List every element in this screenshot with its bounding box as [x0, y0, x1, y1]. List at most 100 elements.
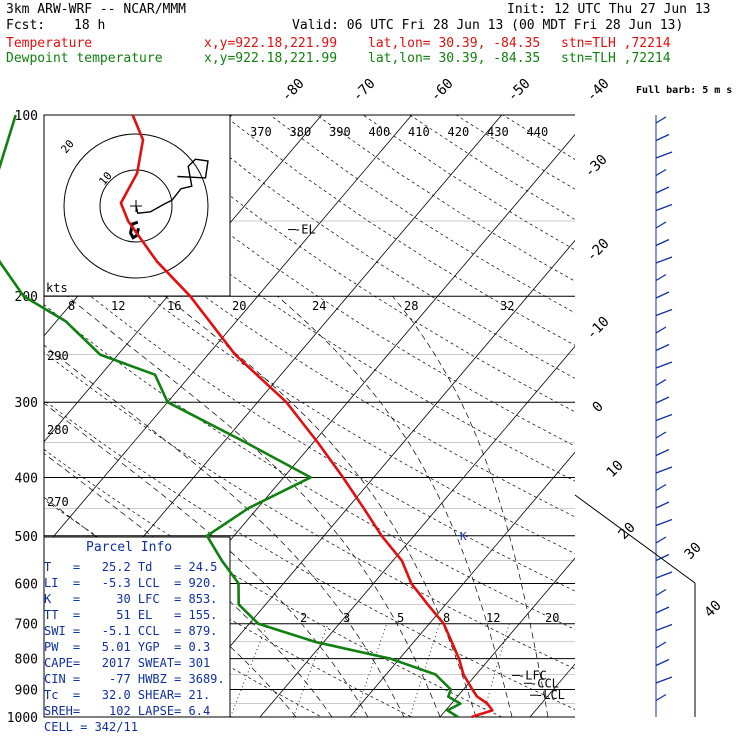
- wind-barb: [655, 518, 673, 527]
- isotherm-label: -50: [505, 76, 534, 105]
- pressure-tick-label: 100: [15, 109, 38, 124]
- hodograph-speed-label: 12: [111, 299, 125, 313]
- wind-barb: [655, 203, 673, 212]
- theta-label: 430: [487, 125, 509, 139]
- pressure-tick-label: 600: [15, 577, 38, 592]
- valid-time: Valid: 06 UTC Fri 28 Jun 13 (00 MDT Fri …: [292, 18, 684, 33]
- hodograph-unit: kts: [46, 281, 68, 295]
- wind-barb: [655, 466, 673, 474]
- fcst-value: 18 h: [74, 18, 106, 33]
- parcel-info-row: CIN = -77 HWBZ = 3689.: [44, 672, 225, 686]
- isotherm-label: -30: [582, 152, 611, 181]
- parcel-info-cell: CELL = 342/11: [44, 720, 138, 734]
- mixing-ratio-line: [293, 623, 329, 717]
- wind-barb: [655, 326, 667, 334]
- level-label-lfc: -LFC: [518, 668, 547, 682]
- dry-adiabat: [176, 115, 575, 379]
- moist-adiabat: [277, 295, 513, 717]
- moist-adiabat: [164, 295, 477, 717]
- pressure-tick-label: 300: [15, 396, 38, 411]
- wind-barb: [655, 676, 673, 684]
- mixing-ratio-label: 20: [545, 611, 559, 625]
- legend-dewpoint-stn: stn=TLH ,72214: [561, 51, 671, 66]
- mixing-ratio-label: 2: [300, 611, 307, 625]
- hodograph-speed-label: 28: [404, 299, 418, 313]
- isotherm: [710, 115, 740, 717]
- isotherm: [349, 451, 575, 717]
- hodograph-trace: [135, 158, 209, 214]
- theta-label: 410: [408, 125, 430, 139]
- moist-adiabat: [44, 402, 369, 717]
- dry-adiabat: [44, 351, 575, 670]
- mixing-ratio-label: 3: [343, 611, 350, 625]
- legend-temperature-xy: x,y=922.18,221.99: [204, 36, 338, 51]
- dry-adiabat: [502, 115, 575, 160]
- parcel-info-row: CAPE= 2017 SWEAT= 301: [44, 656, 211, 670]
- parcel-info-title: Parcel Info: [86, 540, 173, 555]
- legend-dewpoint-xy: x,y=922.18,221.99: [204, 51, 338, 66]
- legend-temperature-stn: stn=TLH ,72214: [561, 36, 671, 51]
- level-label-ccl: -CCL: [530, 676, 559, 690]
- hodograph-ring-10: [99, 169, 173, 243]
- isotherm-label: 0: [590, 399, 607, 416]
- mixing-ratio-label: 12: [486, 611, 500, 625]
- isotherm: [620, 115, 740, 717]
- wind-barb: [655, 308, 673, 317]
- hodograph-speed-label: 24: [312, 299, 326, 313]
- isotherm-label: -70: [350, 76, 379, 105]
- wind-barb: [655, 553, 670, 562]
- wind-barb: [655, 606, 670, 614]
- hodograph-speed-label: 16: [167, 299, 181, 313]
- wind-barb: [655, 378, 667, 387]
- theta-label: 400: [369, 125, 391, 139]
- parcel-info-row: T = 25.2 Td = 24.5: [44, 560, 218, 574]
- moist-adiabat: [67, 295, 441, 717]
- wind-barb: [655, 396, 670, 404]
- wind-barb: [655, 116, 667, 124]
- wind-barb: [655, 221, 667, 229]
- isotherm-label: 40: [702, 598, 725, 621]
- dry-adiabat: [456, 115, 575, 190]
- level-label-lcl: -LCL: [536, 688, 565, 702]
- isotherm: [44, 115, 323, 443]
- wind-barb: [655, 151, 673, 159]
- parcel-info-box: [43, 536, 231, 718]
- isotherm: [529, 663, 575, 717]
- mixing-ratio-line: [409, 623, 440, 717]
- wind-k-mark: K: [460, 530, 467, 543]
- wind-barb: [655, 413, 673, 422]
- isotherm-label: -80: [279, 76, 308, 105]
- wind-barb: [655, 623, 673, 632]
- dry-adiabat: [44, 257, 575, 592]
- dry-adiabat: [44, 165, 575, 518]
- mixing-ratio-line: [354, 623, 388, 717]
- model-title: 3km ARW-WRF -- NCAR/MMM: [6, 2, 187, 17]
- pressure-tick-label: 400: [15, 471, 38, 486]
- hodograph-speed-label: 32: [500, 299, 514, 313]
- barb-note: Full barb: 5 m s: [636, 85, 732, 96]
- pressure-tick-label: 800: [15, 653, 38, 668]
- wind-barb: [655, 693, 667, 702]
- temperature-trace: [119, 114, 494, 719]
- wind-barb: [655, 133, 670, 142]
- moist-adiabat: [392, 295, 549, 717]
- isotherm: [439, 557, 575, 717]
- wind-barb: [655, 571, 673, 579]
- parcel-info-row: K = 30 LFC = 853.: [44, 592, 218, 606]
- isotherm: [259, 345, 575, 717]
- isotherm-label: -40: [584, 76, 613, 105]
- pressure-tick-label: 900: [15, 683, 38, 698]
- pressure-tick-label: 500: [15, 530, 38, 545]
- theta-label: 420: [448, 125, 470, 139]
- dry-adiabat: [362, 115, 575, 251]
- dry-adiabat: [83, 115, 575, 447]
- wind-barb: [655, 483, 667, 492]
- wind-barb: [655, 431, 667, 439]
- wind-barb: [655, 256, 673, 264]
- theta-label: 440: [527, 125, 549, 139]
- isotherm-label: -20: [584, 236, 613, 265]
- legend-temperature-latlon: lat,lon= 30.39, -84.35: [368, 36, 541, 51]
- theta-label: 380: [290, 125, 312, 139]
- theta-label-left: 290: [47, 349, 69, 363]
- mixing-ratio-label: 5: [397, 611, 404, 625]
